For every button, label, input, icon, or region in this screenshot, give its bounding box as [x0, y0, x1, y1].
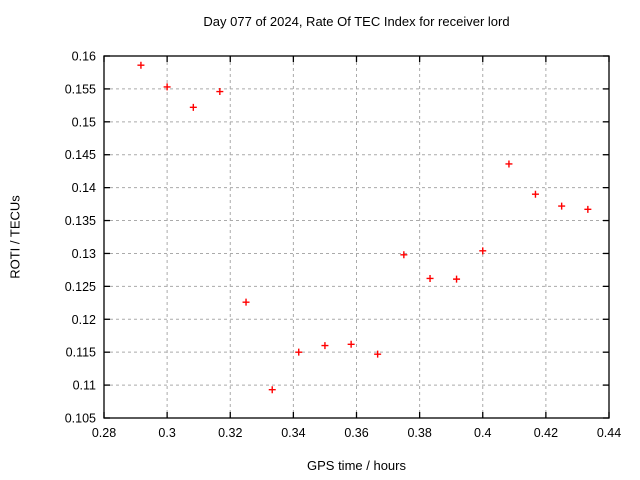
y-tick-label: 0.11	[73, 379, 96, 393]
data-point	[189, 103, 197, 111]
data-point	[268, 386, 276, 394]
data-point	[374, 350, 382, 358]
data-point	[453, 275, 461, 283]
y-tick-label: 0.105	[65, 412, 96, 426]
y-tick-label: 0.115	[66, 346, 96, 360]
data-point	[242, 298, 250, 306]
x-tick-label: 0.42	[534, 426, 558, 440]
data-point	[347, 340, 355, 348]
y-tick-label: 0.155	[65, 82, 96, 96]
x-tick-label: 0.4	[474, 426, 491, 440]
data-point	[426, 274, 434, 282]
y-tick-label: 0.125	[65, 280, 96, 294]
y-tick-label: 0.12	[72, 313, 96, 327]
y-tick-label: 0.15	[72, 115, 96, 129]
y-axis-label: ROTI / TECUs	[7, 195, 23, 279]
data-point	[531, 190, 539, 198]
data-point	[137, 61, 145, 69]
x-axis-label: GPS time / hours	[307, 458, 406, 473]
y-tick-label: 0.14	[72, 181, 96, 195]
data-point	[216, 88, 224, 96]
data-point	[321, 342, 329, 350]
data-point	[505, 160, 513, 168]
data-point	[295, 348, 303, 356]
y-tick-label: 0.13	[72, 247, 96, 261]
y-tick-label: 0.135	[65, 214, 96, 228]
x-tick-label: 0.32	[218, 426, 242, 440]
x-tick-label: 0.38	[407, 426, 431, 440]
x-tick-label: 0.28	[92, 426, 116, 440]
x-tick-label: 0.44	[597, 426, 621, 440]
data-point	[479, 247, 487, 255]
data-point	[584, 205, 592, 213]
y-tick-label: 0.145	[65, 148, 96, 162]
x-tick-label: 0.3	[158, 426, 175, 440]
x-tick-label: 0.36	[344, 426, 368, 440]
data-point	[400, 251, 408, 259]
data-point	[558, 202, 566, 210]
y-tick-label: 0.16	[72, 50, 96, 64]
x-tick-label: 0.34	[281, 426, 305, 440]
chart-title: Day 077 of 2024, Rate Of TEC Index for r…	[203, 14, 510, 29]
data-point	[163, 83, 171, 91]
